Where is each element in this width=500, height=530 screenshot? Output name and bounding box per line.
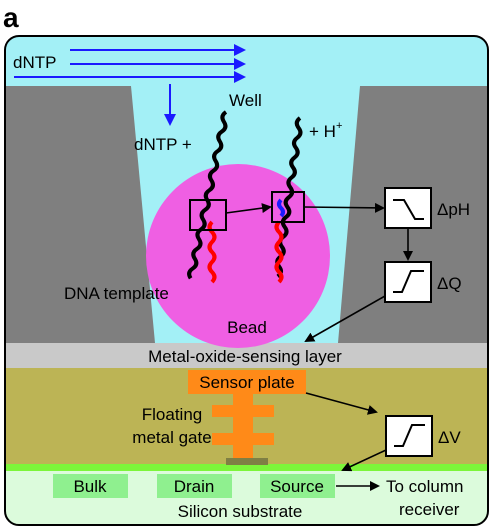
gate-fin-1 [212, 405, 274, 417]
sensor-plate-label: Sensor plate [199, 373, 294, 392]
drain-label: Drain [174, 477, 215, 496]
v-step-up-icon [394, 424, 425, 447]
bead-label: Bead [227, 318, 267, 337]
h-plus-text: + H [309, 122, 336, 141]
delta-q-label: ΔQ [437, 274, 462, 293]
template-strand-1 [207, 220, 217, 284]
zoom-box-1 [189, 199, 227, 231]
arrow-v-to-source [341, 449, 387, 472]
frame-border [4, 35, 489, 526]
ph-step-down-icon [393, 199, 424, 220]
delta-v-box [385, 415, 433, 457]
silicon-substrate-label: Silicon substrate [178, 502, 303, 521]
sensor-plate [188, 370, 306, 394]
dna-strand-2 [275, 116, 303, 279]
delta-v-label: ΔV [438, 428, 461, 447]
arrow-box1-to-box2 [225, 203, 272, 214]
arrow-plate-to-v [305, 392, 378, 415]
h-plus-label: + H+ [309, 120, 342, 141]
incorporated-base [277, 198, 285, 218]
delta-ph-label: ΔpH [437, 200, 470, 219]
to-column-label-line2: receiver [399, 500, 460, 519]
well-wall-left [5, 86, 155, 343]
channel-line [5, 464, 488, 471]
arrow-q-to-sensing-layer [304, 295, 386, 342]
bulk-region [53, 474, 128, 498]
bulk-label: Bulk [73, 477, 107, 496]
h-plus-superscript: + [336, 120, 342, 132]
sensing-layer-label: Metal-oxide-sensing layer [148, 347, 342, 366]
drain-region [157, 474, 232, 498]
delta-q-box [384, 261, 432, 303]
to-column-label-line1: To column [386, 477, 463, 496]
dntp-flow-label: dNTP [13, 53, 56, 72]
source-region [260, 474, 335, 498]
dna-strand-1 [187, 110, 228, 280]
dntp-plus-label: dNTP + [134, 135, 192, 154]
dna-template-label: DNA template [64, 284, 169, 303]
arrow-box2-to-ph [303, 202, 385, 213]
gate-stem [233, 394, 253, 458]
panel-letter: a [3, 2, 19, 33]
floating-gate-label-line2: metal gate [132, 428, 211, 447]
template-strand-2 [274, 220, 284, 284]
source-label: Source [270, 477, 324, 496]
well-label: Well [229, 91, 262, 110]
gate-contact [226, 458, 268, 465]
q-step-up-icon [393, 270, 424, 293]
floating-gate-label-line1: Floating [142, 405, 202, 424]
gate-fin-2 [212, 433, 274, 445]
